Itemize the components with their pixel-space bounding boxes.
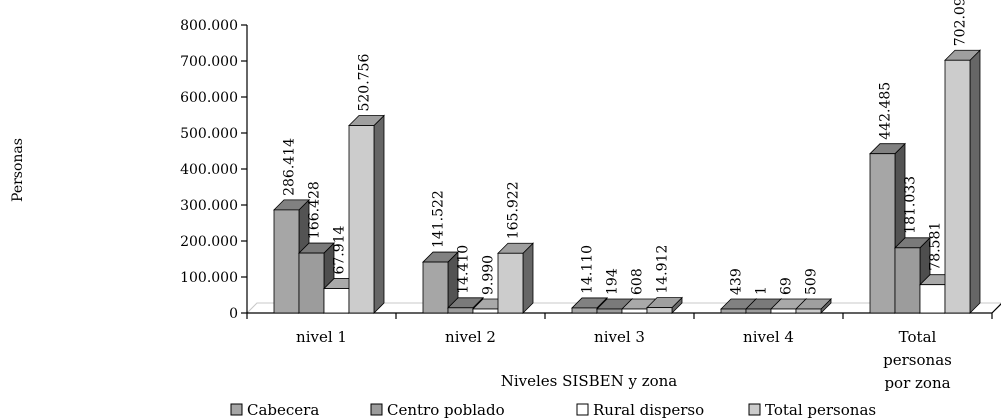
y-axis: 0 100.000 200.000 300.000 400.000 500.000 600.… [180,18,248,322]
y-tick-label: 0 [229,306,238,322]
x-tick-label: nivel 1 [296,328,347,346]
x-axis-title: Niveles SISBEN y zona [501,372,678,390]
bar [348,114,385,314]
data-label: 69 [779,277,795,295]
y-tick-label: 300.000 [180,198,238,214]
data-labels: 286.414 166.428 67.914 520.756 141.522 14.410… [282,0,969,295]
y-tick-label: 600.000 [180,90,238,106]
data-label: 286.414 [282,138,298,196]
x-tick-label: nivel 4 [743,328,794,346]
legend: Cabecera Centro poblado Rural disperso Tota… [230,401,876,419]
bar [646,296,683,314]
data-label: 509 [804,268,820,295]
legend-label: Cabecera [247,401,319,419]
x-axis-depth-line [991,303,1001,314]
bar [795,298,832,314]
legend-item: Total personas [748,401,876,419]
bar [422,251,459,314]
bar [944,49,981,314]
x-tick-label: nivel 3 [594,328,645,346]
data-label: 181.033 [903,176,919,234]
legend-swatch [230,403,243,416]
x-tick-label: personas [883,351,952,369]
y-tick-label: 100.000 [180,270,238,286]
data-label: 14.110 [580,245,596,294]
y-tick-label: 500.000 [180,126,238,142]
data-label: 439 [729,268,745,295]
bar [497,242,534,314]
y-axis-title: Personas [10,138,26,202]
x-tick-label: nivel 2 [445,328,496,346]
data-label: 67.914 [332,225,348,274]
y-tick-label: 800.000 [180,18,238,34]
legend-swatch [576,403,589,416]
data-label: 165.922 [506,181,522,239]
data-label: 166.428 [307,181,323,239]
bars [273,49,981,314]
data-label: 141.522 [431,190,447,248]
data-label: 14.912 [655,245,671,294]
bar [298,242,335,314]
data-label: 442.485 [878,82,894,140]
data-label: 14.410 [456,245,472,294]
legend-swatch [370,403,383,416]
data-label: 702.099 [953,0,969,46]
x-tick-label: por zona [884,374,950,392]
legend-label: Rural disperso [593,401,704,419]
data-label: 520.756 [357,54,373,112]
x-tick-label: Total [899,328,937,346]
legend-item: Cabecera [230,401,319,419]
y-tick-label: 700.000 [180,54,238,70]
data-label: 9.990 [481,255,497,295]
data-label: 78.581 [928,222,944,271]
legend-swatch [748,403,761,416]
y-tick-label: 400.000 [180,162,238,178]
data-label: 608 [630,268,646,295]
data-label: 1 [754,286,770,295]
y-tick-label: 200.000 [180,234,238,250]
legend-item: Rural disperso [576,401,704,419]
legend-label: Centro poblado [387,401,505,419]
data-label: 194 [605,268,621,295]
legend-label: Total personas [765,401,876,419]
legend-item: Centro poblado [370,401,505,419]
